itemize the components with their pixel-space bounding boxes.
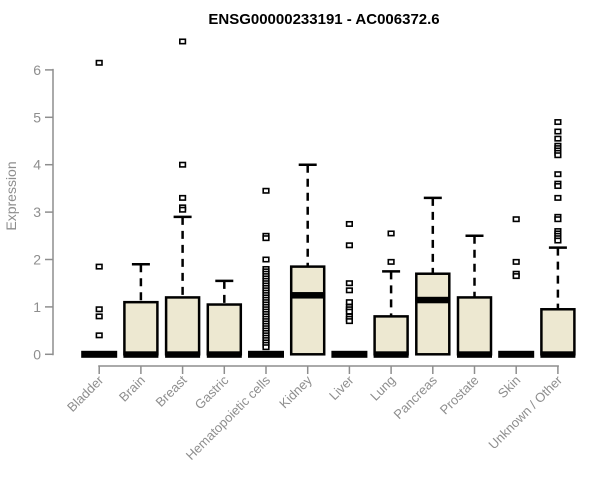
category-label: Prostate [437,373,482,418]
outlier-point [95,313,103,320]
box-rect [206,303,243,356]
outlier-point [554,237,562,244]
median-line [415,296,451,304]
box-group [331,220,368,358]
box-group [373,230,409,358]
outlier-point [345,308,354,315]
box-rect [164,296,201,356]
box-group [206,279,243,358]
outlier-point [345,287,354,294]
median-line [165,351,201,358]
median-line [373,351,409,358]
flat-box-bar [81,350,118,358]
outlier-point [179,194,187,201]
outlier-point [179,206,187,213]
median-line [290,292,326,299]
box-group [498,216,535,358]
box-rect [456,296,493,356]
category-label: Gastric [192,372,232,412]
box-group [123,262,159,358]
outlier-point [95,263,103,270]
outlier-point [262,344,270,351]
y-tick-label: 6 [33,62,41,78]
outlier-point [554,152,562,159]
box-rect [415,272,451,356]
outlier-point [512,273,520,280]
outlier-point [554,216,562,223]
outlier-point [179,38,187,45]
y-tick-label: 0 [33,346,41,362]
outlier-point [512,216,520,223]
outlier-point [387,230,395,237]
category-label: Pancreas [390,372,440,422]
outlier-point [554,171,562,178]
outlier-point [345,220,354,227]
y-tick-label: 3 [33,204,41,220]
outlier-point [554,194,562,201]
category-label: Liver [326,372,357,403]
chart-title: ENSG00000233191 - AC006372.6 [208,11,439,28]
box-rect [123,300,159,356]
box-group [415,196,451,356]
box-group [540,119,576,358]
outlier-point [554,135,562,142]
flat-box-bar [248,350,284,358]
category-label: Breast [153,372,190,409]
category-label: Brain [116,373,148,405]
flat-box-bar [498,350,535,358]
outlier-point [262,235,270,242]
outlier-point [387,258,395,265]
outlier-point [554,119,562,126]
box-group [248,187,284,358]
category-label: Unknown / Other [485,372,565,452]
boxplot-series [81,38,576,358]
outlier-point [554,128,562,135]
box-rect [289,265,326,356]
outlier-point [179,161,187,168]
box-group [164,38,201,358]
outlier-point [262,256,270,263]
outlier-point [554,183,562,190]
median-line [457,351,492,358]
y-tick-label: 2 [33,252,41,268]
outlier-point [262,187,270,194]
box-group [289,163,326,356]
y-tick-label: 5 [33,109,41,125]
outlier-point [512,258,520,265]
box-rect [373,315,409,356]
y-tick-label: 1 [33,299,41,315]
outlier-point [95,306,103,313]
box-rect [540,308,576,356]
median-line [123,351,159,358]
category-label: Lung [367,373,398,404]
median-line [206,351,242,358]
outlier-point [95,332,103,339]
flat-box-bar [331,350,368,358]
category-label: Bladder [64,372,107,415]
y-axis: 0 1 2 3 4 5 6 [33,62,54,362]
outlier-point [345,280,354,287]
box-group [81,59,118,358]
y-axis-label: Expression [3,161,19,230]
outlier-point [345,318,354,325]
outlier-point [345,242,354,249]
outlier-point [95,59,103,66]
category-label: Kidney [276,372,315,411]
box-group [456,234,493,358]
outlier-point [345,299,354,306]
category-label: Skin [495,373,523,401]
median-line [540,351,576,358]
y-tick-label: 4 [33,157,41,173]
